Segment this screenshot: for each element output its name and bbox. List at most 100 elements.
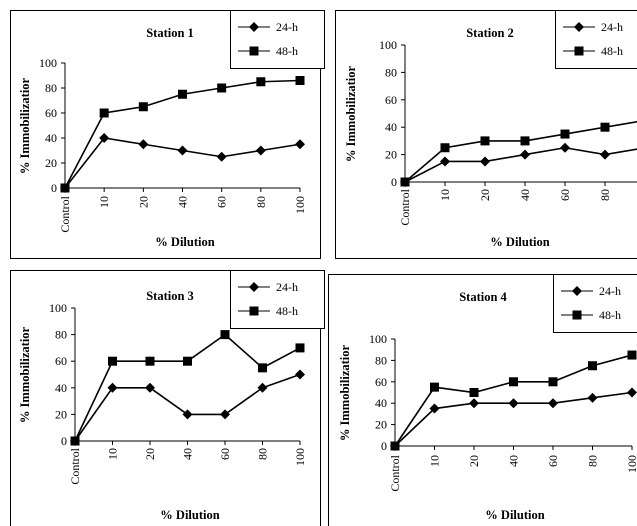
y-tick-label: 100 <box>49 301 67 315</box>
data-point-24-h <box>440 156 450 167</box>
data-point-48-h <box>217 83 227 93</box>
y-tick-label: 100 <box>39 56 57 70</box>
data-point-24-h <box>508 398 519 409</box>
legend-label: 48-h <box>276 304 298 318</box>
data-point-24-h <box>257 382 268 393</box>
legend-label: 48-h <box>599 308 621 322</box>
x-tick-label: 80 <box>586 455 600 467</box>
x-axis-title: % Dilution <box>155 235 214 249</box>
legend-marker-48-h <box>249 46 259 56</box>
data-point-48-h <box>520 136 530 146</box>
legend-frame <box>230 10 325 69</box>
data-point-24-h <box>480 156 490 167</box>
data-point-48-h <box>548 377 558 387</box>
data-point-48-h <box>295 76 305 85</box>
data-point-24-h <box>600 149 610 160</box>
data-point-48-h <box>400 177 410 187</box>
y-tick-label: 40 <box>45 131 57 145</box>
x-axis-title: % Dilution <box>485 508 544 522</box>
legend-label: 24-h <box>599 284 621 298</box>
x-tick-label: 10 <box>106 448 120 460</box>
data-point-24-h <box>216 151 227 162</box>
x-tick-label: 60 <box>215 196 229 208</box>
chart-title: Station 4 <box>459 290 507 304</box>
data-point-24-h <box>560 142 570 153</box>
y-tick-label: 40 <box>375 396 387 410</box>
y-tick-label: 60 <box>375 375 387 389</box>
data-point-24-h <box>469 398 479 409</box>
x-tick-label: 100 <box>293 196 307 214</box>
y-tick-label: 60 <box>385 93 397 107</box>
y-axis-title: % Immobilizatior <box>344 65 358 162</box>
legend-label: 24-h <box>601 20 623 34</box>
legend: 24-h 48-h <box>230 10 325 69</box>
x-tick-label: Control <box>58 195 72 232</box>
data-point-48-h <box>256 77 266 87</box>
x-axis-title: % Dilution <box>160 508 219 522</box>
legend-label: 24-h <box>276 280 298 294</box>
x-tick-label: 60 <box>558 189 572 201</box>
x-tick-label: 10 <box>438 189 452 201</box>
y-tick-label: 20 <box>375 418 387 432</box>
data-point-24-h <box>548 398 558 409</box>
data-point-48-h <box>60 183 70 193</box>
x-tick-label: 20 <box>467 455 481 467</box>
legend-marker-24-h <box>572 286 582 296</box>
y-tick-label: 0 <box>61 434 67 448</box>
data-point-48-h <box>627 350 637 360</box>
y-tick-label: 20 <box>45 156 57 170</box>
y-tick-label: 100 <box>369 332 387 346</box>
data-point-48-h <box>183 356 192 366</box>
y-tick-label: 0 <box>381 439 387 453</box>
data-point-24-h <box>145 382 155 393</box>
data-point-48-h <box>99 108 109 118</box>
data-point-48-h <box>600 122 610 132</box>
legend-frame <box>553 274 637 333</box>
chart-title: Station 1 <box>146 26 194 40</box>
chart-panel-2: Station 2020406080100Control102040608010… <box>335 10 637 259</box>
chart-title: Station 2 <box>466 26 514 40</box>
y-tick-label: 80 <box>55 328 67 342</box>
data-point-48-h <box>178 89 187 99</box>
x-tick-label: 20 <box>143 448 157 460</box>
y-tick-label: 60 <box>55 354 67 368</box>
x-tick-label: 10 <box>428 455 442 467</box>
data-point-24-h <box>295 369 305 380</box>
x-tick-label: 40 <box>518 189 532 201</box>
y-tick-label: 80 <box>385 65 397 79</box>
data-point-24-h <box>99 133 110 143</box>
y-axis-title: % Immobilizatior <box>18 326 32 423</box>
x-tick-label: 80 <box>256 448 270 460</box>
data-point-48-h <box>138 102 148 112</box>
data-point-48-h <box>469 388 479 397</box>
x-tick-label: 100 <box>625 455 637 473</box>
y-tick-label: 80 <box>375 353 387 367</box>
x-tick-label: 40 <box>176 196 190 208</box>
chart-panel-1: Station 1 0 20 40 60 80 100 Control 10 20 40 60 80 10… <box>10 10 325 259</box>
data-point-24-h <box>295 139 305 150</box>
data-point-24-h <box>177 145 188 156</box>
y-tick-label: 20 <box>55 407 67 421</box>
y-axis-title: % Immobilizatior <box>18 77 32 174</box>
y-tick-label: 0 <box>391 175 397 189</box>
x-tick-label: 80 <box>254 196 268 208</box>
chart-panel-4: Station 4 0 20 40 60 80 100 Control 10 20 40 60 80 10… <box>328 274 637 526</box>
x-tick-label: 10 <box>97 196 111 208</box>
data-point-24-h <box>138 139 149 150</box>
x-tick-label: 100 <box>293 448 307 466</box>
x-tick-label: Control <box>398 188 412 225</box>
chart-panel-3: Station 3 0 20 40 60 80 100 Control 10 20 40 60 80 10… <box>10 270 325 526</box>
data-point-48-h <box>430 382 439 392</box>
data-point-48-h <box>560 129 570 139</box>
legend-frame <box>230 270 325 329</box>
legend-label: 48-h <box>601 44 623 58</box>
data-point-48-h <box>108 356 117 366</box>
data-point-24-h <box>107 382 118 393</box>
y-tick-label: 80 <box>45 81 57 95</box>
data-point-24-h <box>520 149 530 160</box>
y-tick-label: 100 <box>379 38 397 52</box>
legend-label: 24-h <box>276 20 298 34</box>
x-tick-label: Control <box>388 454 402 491</box>
y-tick-label: 60 <box>45 106 57 120</box>
